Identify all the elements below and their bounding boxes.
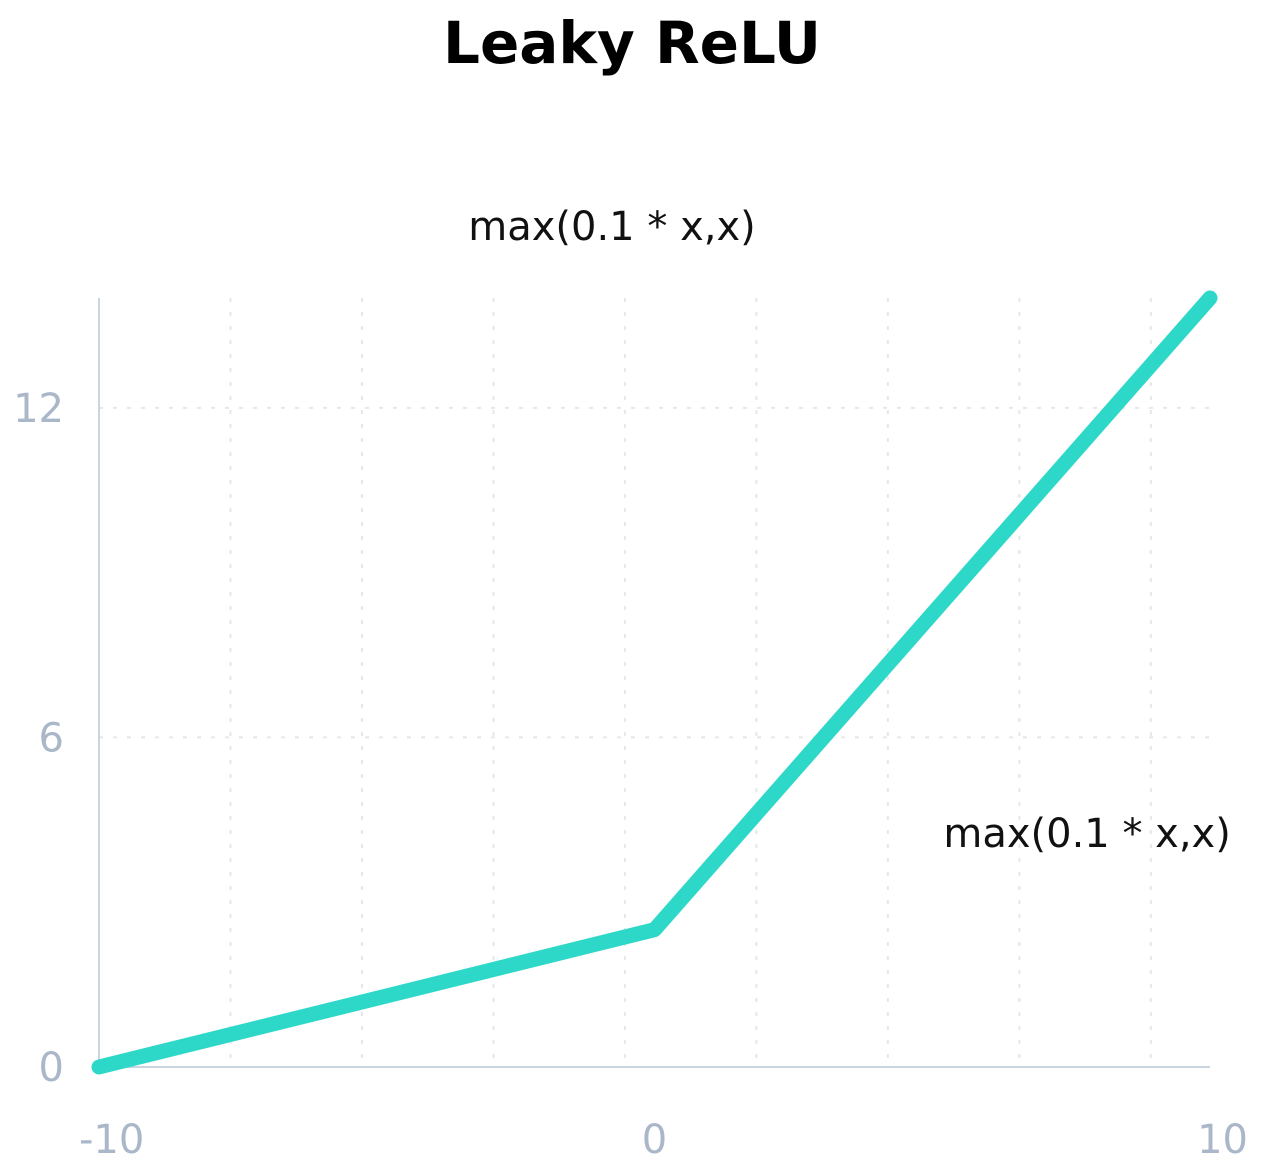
grid <box>99 298 1210 1067</box>
series-line-0 <box>91 290 1218 1075</box>
x-tick-label: -10 <box>79 1117 144 1163</box>
x-tick-label: 10 <box>1197 1117 1248 1163</box>
chart-subtitle: max(0.1 * x,x) <box>468 204 755 250</box>
axes <box>98 298 1210 1068</box>
y-tick-label: 6 <box>39 715 64 761</box>
annotations: max(0.1 * x,x) <box>943 811 1230 857</box>
chart-title: Leaky ReLU <box>443 9 821 77</box>
y-tick-label: 0 <box>39 1045 64 1091</box>
annotation-label: max(0.1 * x,x) <box>943 811 1230 857</box>
y-tick-label: 12 <box>13 386 64 432</box>
series-layer <box>91 290 1218 1075</box>
x-tick-label: 0 <box>642 1117 667 1163</box>
tick-labels: -10 0 10 0 6 12 <box>13 386 1248 1163</box>
